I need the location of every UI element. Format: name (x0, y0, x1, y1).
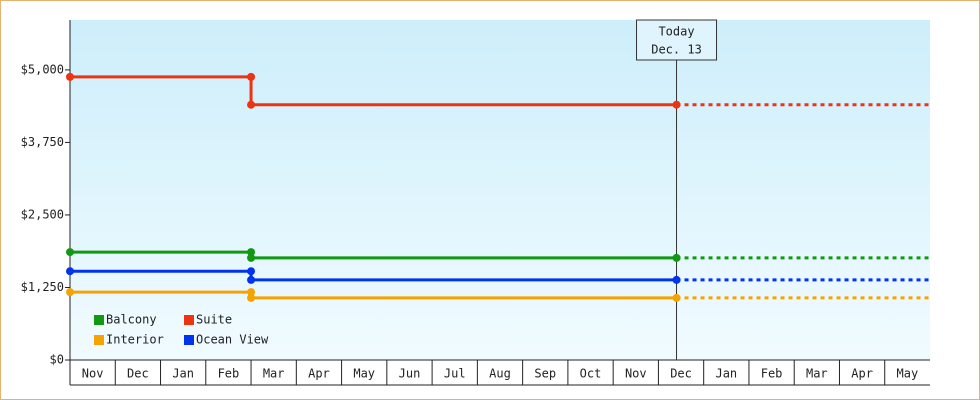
point (247, 267, 256, 276)
x-tick-label: Jan (172, 367, 194, 381)
x-tick-label: Mar (806, 367, 828, 381)
point (66, 248, 74, 257)
x-tick-label: May (897, 367, 919, 381)
legend-label: Ocean View (196, 333, 269, 347)
today-box (636, 19, 718, 61)
y-tick-label: $1,250 (21, 280, 64, 294)
x-tick-label: Apr (308, 367, 330, 381)
x-tick-label: Oct (580, 367, 602, 381)
plot-area (70, 20, 930, 360)
point (66, 288, 74, 297)
x-tick-label: Sep (534, 367, 556, 381)
point (247, 253, 256, 262)
y-tick-label: $3,750 (21, 135, 64, 149)
point (66, 267, 74, 276)
point (66, 72, 74, 81)
annotation: Today (658, 25, 694, 39)
series-line (70, 75, 677, 107)
point (672, 253, 681, 262)
point (247, 100, 256, 109)
point (672, 293, 681, 302)
point (247, 248, 256, 257)
x-tick-label: Dec (127, 367, 149, 381)
legend-swatch (184, 315, 194, 325)
x-tick-label: Feb (218, 367, 240, 381)
point (672, 100, 681, 109)
point (247, 275, 256, 284)
legend-swatch (94, 335, 104, 345)
legend-swatch (94, 315, 104, 325)
legend-swatch (184, 335, 194, 345)
y-tick-label: $2,500 (21, 207, 64, 221)
x-tick-label: Jan (715, 367, 737, 381)
annotation: Dec. 13 (651, 43, 702, 57)
point (672, 275, 681, 284)
point (247, 293, 256, 302)
x-tick-label: Nov (625, 367, 647, 381)
x-tick-label: Feb (761, 367, 783, 381)
point (247, 288, 256, 297)
x-tick-label: Jul (444, 367, 466, 381)
x-tick-label: Jun (399, 367, 421, 381)
y-tick-label: $5,000 (21, 62, 64, 76)
x-tick-label: Apr (851, 367, 873, 381)
legend-label: Balcony (106, 313, 157, 327)
x-tick-label: Dec (670, 367, 692, 381)
legend-label: Suite (196, 313, 232, 327)
x-tick-label: Nov (82, 367, 104, 381)
series-line (70, 269, 677, 282)
point (247, 72, 256, 81)
y-tick-label: $0 (50, 353, 64, 367)
x-tick-label: May (353, 367, 375, 381)
x-tick-label: Mar (263, 367, 285, 381)
legend-label: Interior (106, 333, 164, 347)
x-tick-label: Aug (489, 367, 511, 381)
